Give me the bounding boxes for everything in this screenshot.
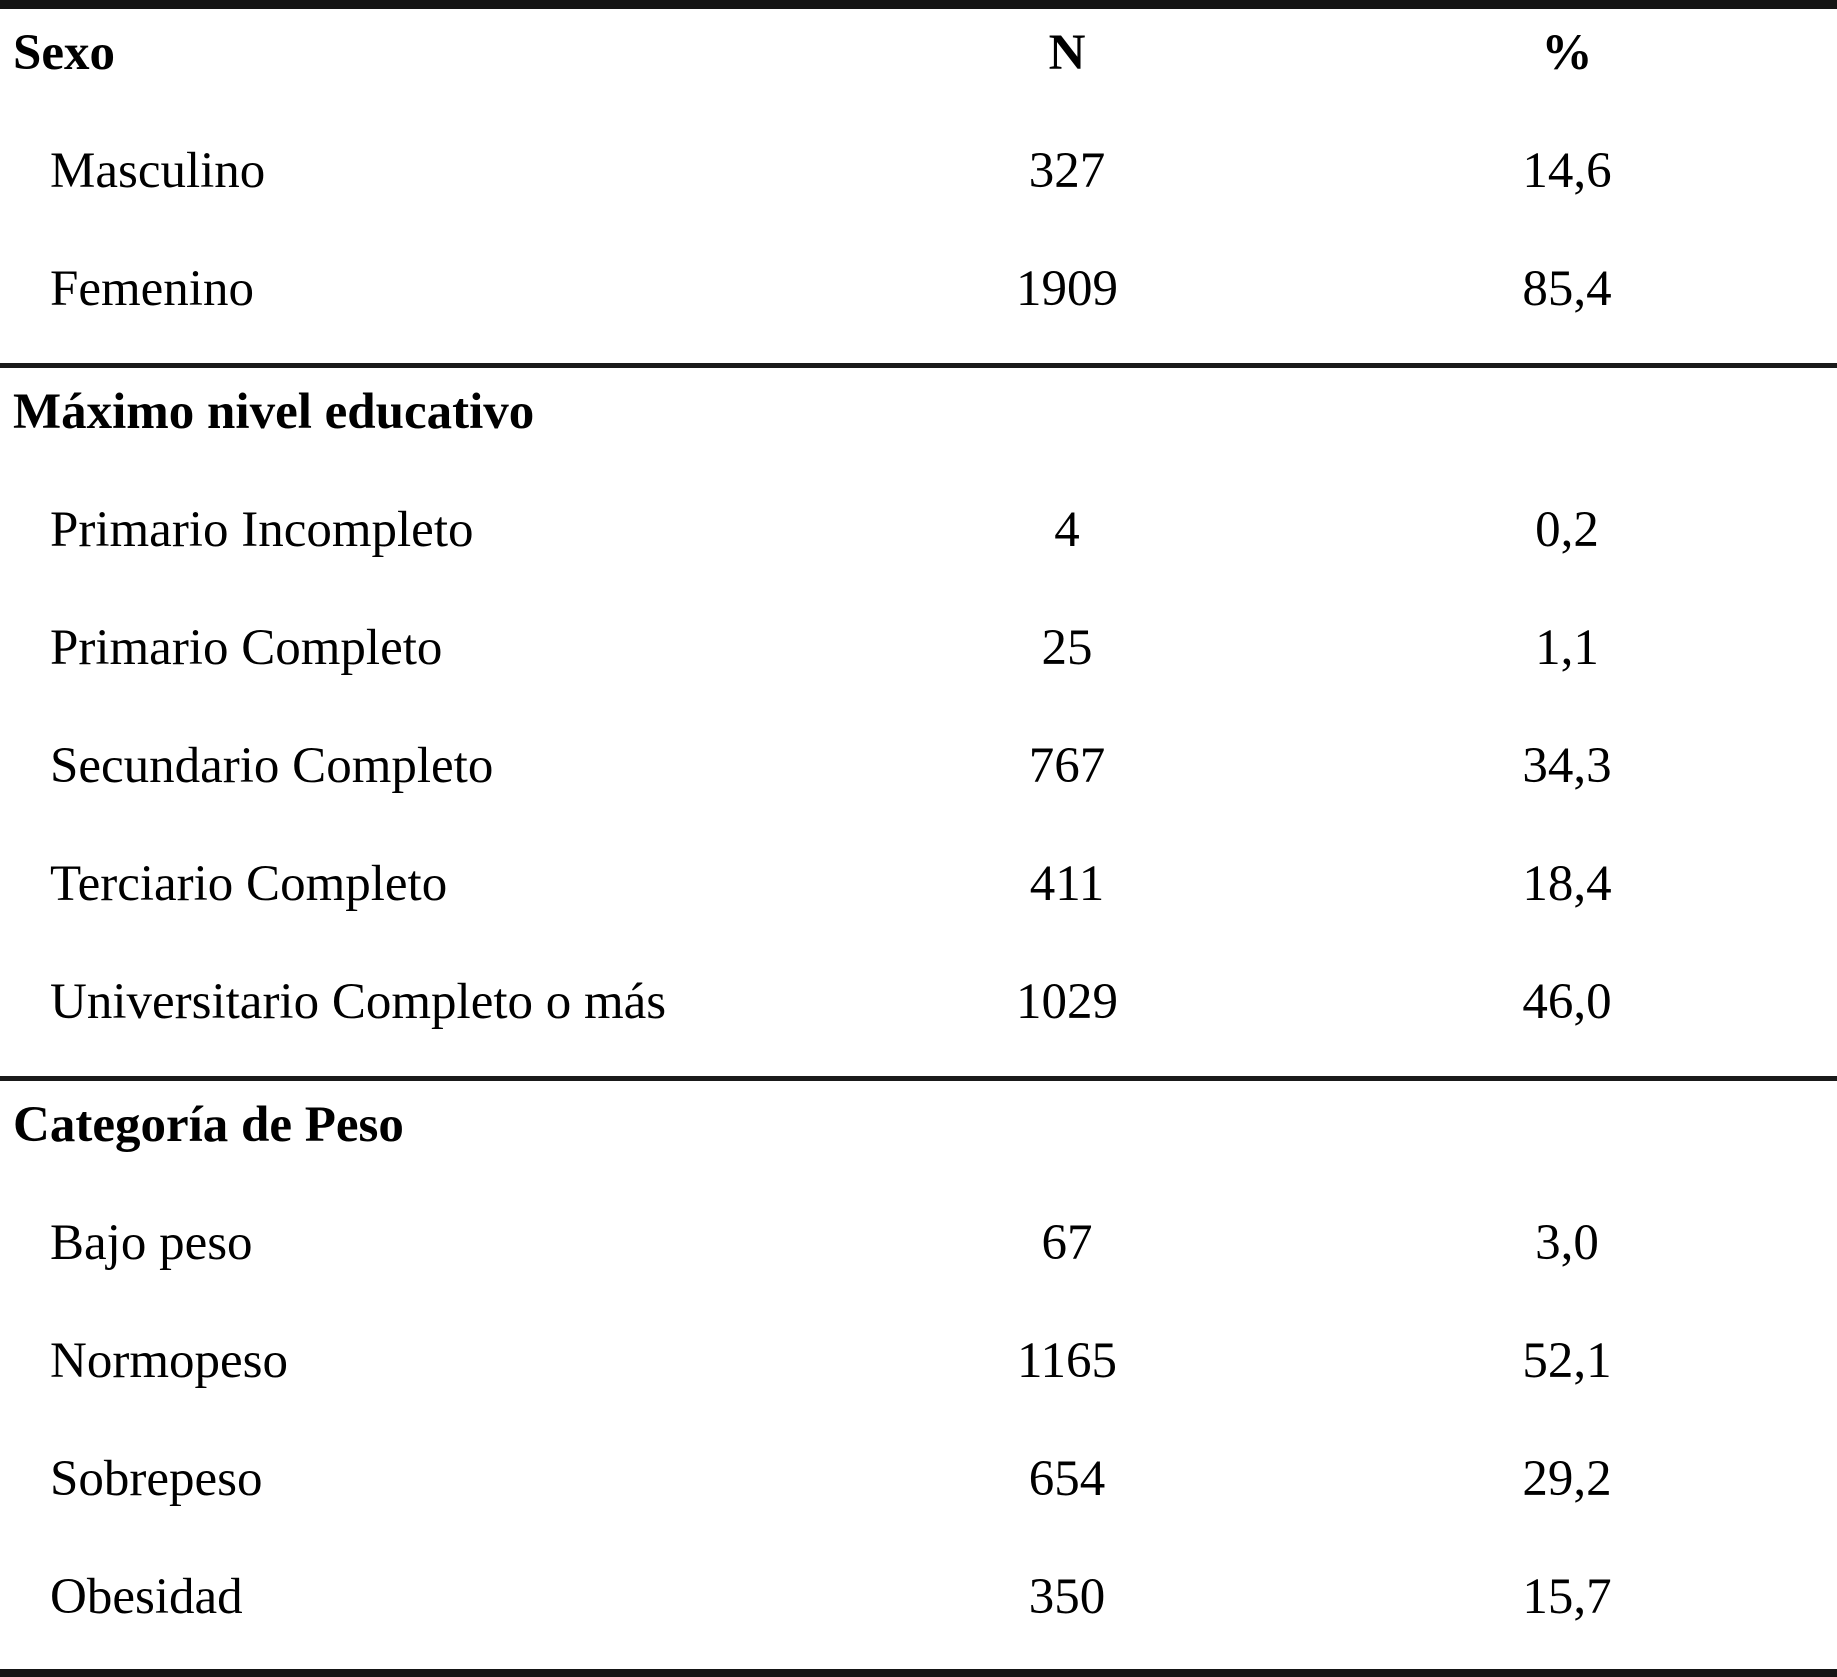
column-header-pct: % — [1541, 25, 1593, 81]
row-label: Bajo peso — [50, 1215, 253, 1271]
row-label: Femenino — [50, 261, 254, 317]
cell-n: 1029 — [1016, 974, 1118, 1030]
section-header-peso: Categoría de Peso — [13, 1097, 404, 1153]
cell-n: 4 — [1054, 502, 1080, 558]
cell-pct: 3,0 — [1535, 1215, 1599, 1271]
row-label: Secundario Completo — [50, 738, 494, 794]
section-divider — [0, 363, 1837, 368]
cell-n: 327 — [1028, 143, 1106, 199]
cell-pct: 18,4 — [1522, 856, 1612, 912]
cell-pct: 46,0 — [1522, 974, 1612, 1030]
cell-n: 767 — [1028, 738, 1106, 794]
cell-pct: 1,1 — [1535, 620, 1599, 676]
table-row: Primario Completo 25 1,1 — [0, 604, 1837, 722]
cell-pct: 0,2 — [1535, 502, 1599, 558]
cell-n: 411 — [1029, 856, 1105, 912]
cell-n: 1909 — [1016, 261, 1118, 317]
table-row: Femenino 1909 85,4 — [0, 245, 1837, 363]
row-label: Normopeso — [50, 1333, 288, 1389]
cell-pct: 15,7 — [1522, 1569, 1612, 1625]
table-row: Primario Incompleto 4 0,2 — [0, 486, 1837, 604]
row-label: Primario Incompleto — [50, 502, 474, 558]
section-header-row: Máximo nivel educativo — [0, 368, 1837, 486]
row-label: Primario Completo — [50, 620, 443, 676]
table-row: Secundario Completo 767 34,3 — [0, 722, 1837, 840]
table-row: Terciario Completo 411 18,4 — [0, 840, 1837, 958]
table-row: Normopeso 1165 52,1 — [0, 1317, 1837, 1435]
section-header-educacion: Máximo nivel educativo — [13, 384, 535, 440]
cell-pct: 29,2 — [1522, 1451, 1612, 1507]
cell-n: 25 — [1041, 620, 1093, 676]
cell-pct: 14,6 — [1522, 143, 1612, 199]
cell-n: 350 — [1028, 1569, 1106, 1625]
cell-pct: 34,3 — [1522, 738, 1612, 794]
section-divider — [0, 1076, 1837, 1081]
table-row: Masculino 327 14,6 — [0, 127, 1837, 245]
table-row: Bajo peso 67 3,0 — [0, 1199, 1837, 1317]
cell-n: 1165 — [1016, 1333, 1118, 1389]
cell-pct: 85,4 — [1522, 261, 1612, 317]
table-row: Obesidad 350 15,7 — [0, 1553, 1837, 1669]
column-header-n: N — [1048, 25, 1086, 81]
row-label: Sobrepeso — [50, 1451, 263, 1507]
cell-n: 654 — [1028, 1451, 1106, 1507]
table-row: Sobrepeso 654 29,2 — [0, 1435, 1837, 1553]
table-header-row: Sexo N % — [0, 9, 1837, 127]
row-label: Terciario Completo — [50, 856, 448, 912]
row-label: Universitario Completo o más — [50, 974, 667, 1030]
cell-pct: 52,1 — [1522, 1333, 1612, 1389]
table-row: Universitario Completo o más 1029 46,0 — [0, 958, 1837, 1076]
cell-n: 67 — [1041, 1215, 1093, 1271]
row-label: Masculino — [50, 143, 266, 199]
row-label: Obesidad — [50, 1569, 243, 1625]
section-header-sexo: Sexo — [13, 25, 115, 81]
section-header-row: Categoría de Peso — [0, 1081, 1837, 1199]
